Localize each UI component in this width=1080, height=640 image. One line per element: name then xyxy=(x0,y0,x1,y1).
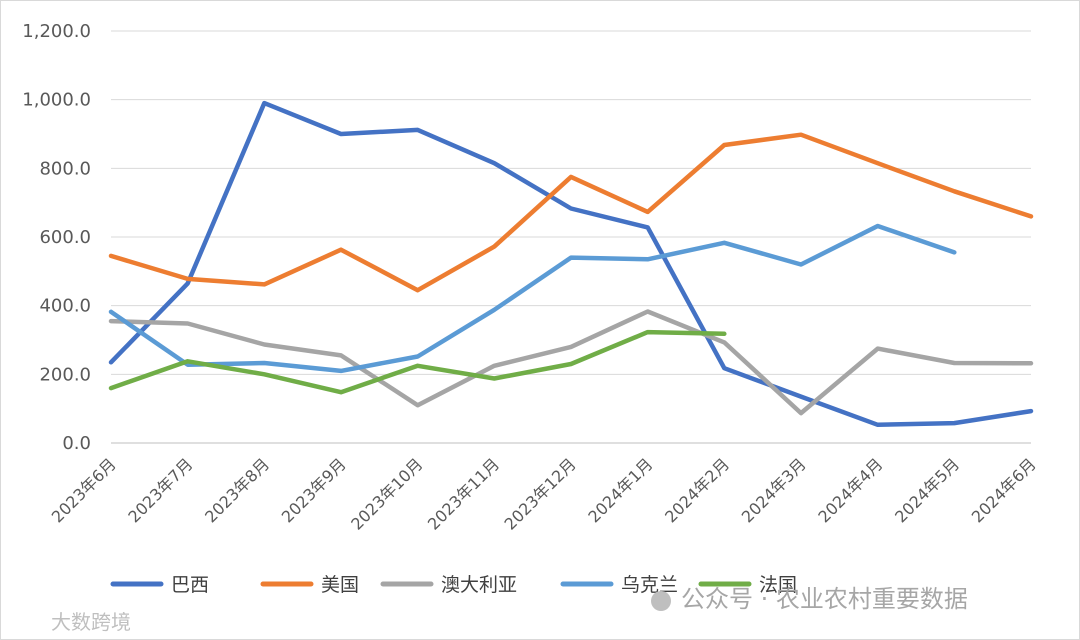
series-line-2 xyxy=(108,309,1034,416)
x-tick-label: 2024年1月 xyxy=(584,454,656,526)
y-tick-label: 200.0 xyxy=(39,364,91,385)
y-tick-label: 800.0 xyxy=(39,158,91,179)
watermark-left-text: 大数跨境 xyxy=(51,610,131,634)
series-line-0 xyxy=(108,100,1034,428)
x-tick-label: 2024年6月 xyxy=(968,454,1040,526)
legend-label-0: 巴西 xyxy=(171,574,209,596)
watermark-right-text: 公众号 · 农业农村重要数据 xyxy=(681,585,968,613)
x-tick-label: 2023年12月 xyxy=(501,454,580,533)
watermark-right: 公众号 · 农业农村重要数据 xyxy=(651,585,968,613)
x-tick-label: 2023年8月 xyxy=(201,454,273,526)
x-tick-label: 2023年6月 xyxy=(48,454,120,526)
x-tick-label: 2023年7月 xyxy=(124,454,196,526)
series-lines xyxy=(108,100,1034,428)
x-tick-label: 2024年5月 xyxy=(891,454,963,526)
x-tick-label: 2024年3月 xyxy=(738,454,810,526)
y-tick-label: 400.0 xyxy=(39,296,91,317)
wechat-icon xyxy=(651,591,671,611)
legend-label-4: 法国 xyxy=(759,574,797,596)
x-tick-label: 2024年4月 xyxy=(814,454,886,526)
legend: 巴西 美国 澳大利亚 乌克兰 法国 xyxy=(110,574,797,596)
legend-label-1: 美国 xyxy=(321,574,359,596)
watermark-left: 大数跨境 xyxy=(51,610,131,634)
legend-label-3: 乌克兰 xyxy=(621,574,678,596)
series-line-3 xyxy=(108,223,957,374)
y-tick-label: 1,000.0 xyxy=(22,90,91,111)
x-tick-label: 2023年10月 xyxy=(347,454,426,533)
series-line-1 xyxy=(108,132,1034,293)
y-tick-label: 0.0 xyxy=(62,433,91,454)
y-tick-label: 600.0 xyxy=(39,227,91,248)
x-tick-label: 2023年11月 xyxy=(424,454,503,533)
x-tick-label: 2023年9月 xyxy=(278,454,350,526)
x-axis-ticks: 2023年6月 2023年7月 2023年8月 2023年9月2023年10月2023… xyxy=(48,454,1040,533)
gridlines xyxy=(111,30,1031,444)
legend-label-2: 澳大利亚 xyxy=(441,574,517,596)
series-line-4 xyxy=(108,329,727,395)
y-axis-ticks: 0.0 200.0 400.0 600.0 800.0 1,000.0 1,200.0 xyxy=(22,21,91,454)
x-tick-label: 2024年2月 xyxy=(661,454,733,526)
y-tick-label: 1,200.0 xyxy=(22,21,91,42)
watermarks: 大数跨境 公众号 · 农业农村重要数据 xyxy=(51,585,968,634)
